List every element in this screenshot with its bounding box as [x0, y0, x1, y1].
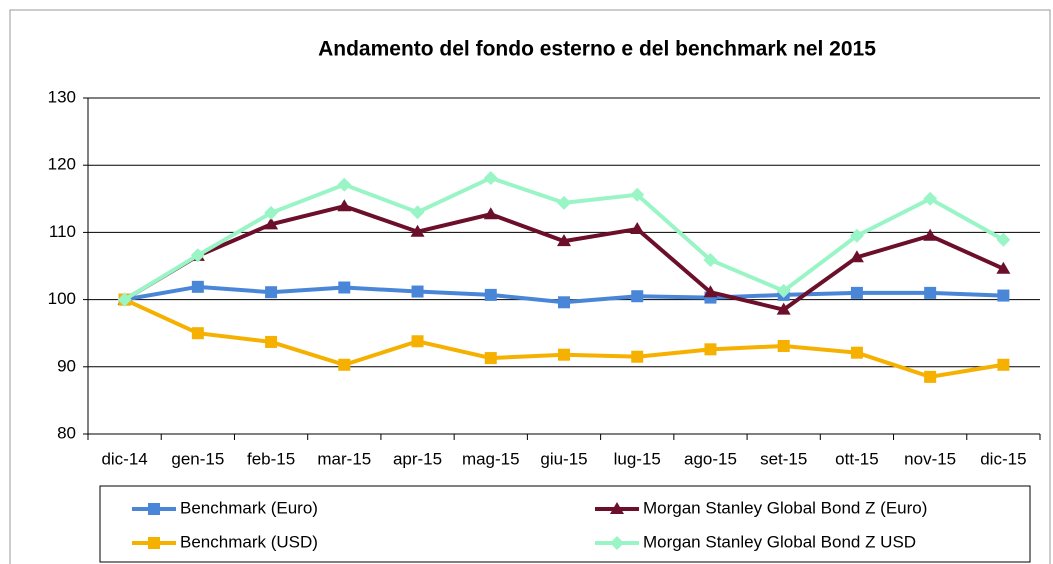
legend-label: Benchmark (Euro) [180, 498, 318, 517]
marker [703, 285, 718, 298]
y-tick-label: 100 [48, 289, 76, 308]
marker [924, 370, 937, 383]
marker [923, 191, 938, 206]
marker [558, 348, 570, 361]
marker [337, 177, 352, 192]
marker [630, 187, 645, 202]
marker [191, 327, 204, 340]
y-tick-label: 120 [48, 155, 76, 174]
chart-title: Andamento del fondo esterno e del benchm… [318, 38, 876, 61]
marker [338, 281, 351, 294]
marker [117, 292, 132, 307]
marker [148, 537, 160, 549]
marker [483, 170, 498, 185]
marker [148, 503, 160, 515]
marker [996, 261, 1011, 274]
marker [610, 502, 624, 514]
marker [411, 285, 424, 298]
marker [704, 343, 717, 356]
marker [923, 228, 938, 241]
y-tick-label: 130 [48, 87, 76, 106]
marker [557, 234, 571, 247]
marker [484, 288, 497, 301]
x-tick-label: mar-15 [317, 449, 371, 468]
marker [483, 207, 498, 220]
marker [997, 289, 1010, 302]
legend-frame [99, 485, 1031, 563]
x-tick-label: gen-15 [171, 449, 224, 468]
marker [776, 283, 791, 298]
marker [265, 286, 278, 299]
x-tick-label: dic-14 [101, 449, 147, 468]
marker [265, 335, 278, 348]
y-tick-label: 110 [49, 222, 76, 241]
x-tick-label: giu-15 [540, 449, 587, 468]
x-tick-label: apr-15 [393, 449, 442, 468]
marker [996, 232, 1011, 247]
x-tick-label: ago-15 [684, 449, 737, 468]
marker [703, 252, 718, 267]
marker [849, 250, 864, 263]
marker [264, 217, 279, 230]
marker [264, 205, 279, 220]
marker [997, 358, 1010, 371]
legend-label: Benchmark (USD) [180, 532, 318, 551]
marker [557, 195, 571, 210]
marker [610, 536, 624, 550]
x-tick-label: dic-15 [980, 449, 1026, 468]
marker [337, 199, 352, 212]
y-tick-label: 80 [57, 423, 76, 442]
marker [776, 302, 791, 315]
x-tick-label: ott-15 [835, 449, 878, 468]
x-tick-label: nov-15 [904, 449, 956, 468]
x-tick-label: mag-15 [462, 449, 520, 468]
y-tick-label: 90 [57, 356, 76, 375]
x-tick-label: lug-15 [614, 449, 661, 468]
legend-label: Morgan Stanley Global Bond Z USD [643, 532, 916, 551]
line [123, 297, 1004, 379]
x-tick-label: set-15 [760, 449, 807, 468]
marker [191, 280, 204, 293]
x-tick-label: feb-15 [247, 449, 295, 468]
marker [849, 228, 864, 243]
marker [338, 358, 351, 371]
marker [411, 335, 424, 348]
marker [631, 350, 644, 363]
marker [558, 296, 570, 309]
marker [630, 222, 645, 235]
marker [924, 286, 937, 299]
marker [484, 352, 497, 365]
marker [410, 205, 425, 220]
chart-frame [9, 9, 1051, 564]
marker [410, 224, 425, 237]
marker [631, 290, 644, 303]
marker [850, 286, 863, 299]
marker [190, 248, 205, 263]
legend-label: Morgan Stanley Global Bond Z (Euro) [643, 498, 927, 517]
marker [777, 339, 790, 352]
marker [850, 346, 863, 359]
